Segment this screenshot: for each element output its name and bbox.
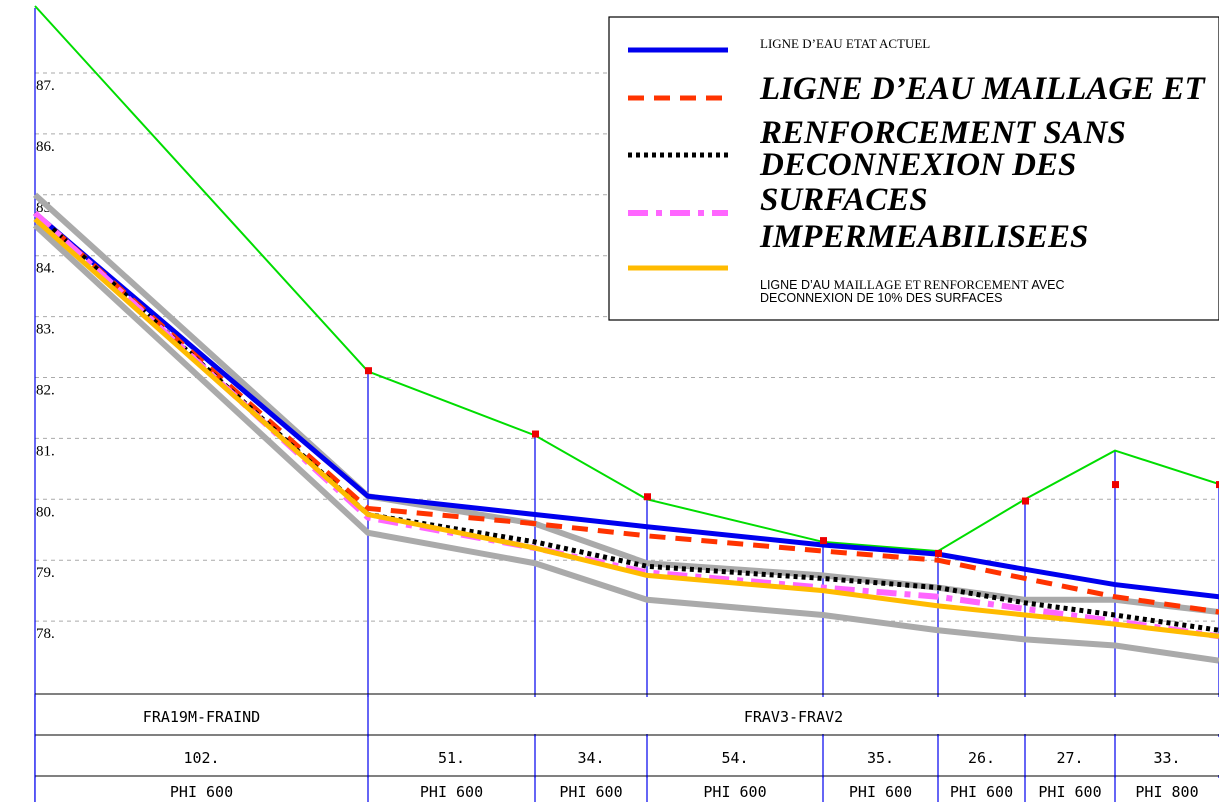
manhole-marker [1216, 481, 1219, 489]
pipe-envelope-top [32, 192, 1219, 615]
legend-big-line-4: SURFACES [760, 182, 928, 218]
segment-label: FRAV3-FRAV2 [744, 708, 843, 726]
manhole-marker [1022, 497, 1029, 505]
series-line-2 [33, 211, 1219, 615]
manhole-marker [365, 367, 372, 375]
legend-label-deconnexion-line1: LIGNE D’AU MAILLAGE ET RENFORCEMENT AVEC [760, 277, 1065, 292]
pipe-label: PHI 800 [1135, 783, 1198, 801]
pipe-label: PHI 600 [950, 783, 1013, 801]
y-tick-label: 87. [36, 78, 55, 94]
y-tick-label: 79. [36, 565, 55, 581]
pipe-label: PHI 600 [849, 783, 912, 801]
length-row-bg [35, 737, 1219, 775]
pipe-label: PHI 600 [170, 783, 233, 801]
length-label: 102. [183, 749, 219, 767]
pipe-label: PHI 600 [420, 783, 483, 801]
manhole-marker [1112, 481, 1119, 489]
length-label: 27. [1056, 749, 1083, 767]
water-lines [32, 210, 1219, 640]
y-tick-label: 86. [36, 139, 55, 155]
y-tick-label: 78. [36, 626, 55, 642]
length-label: 51. [438, 749, 465, 767]
segment-row-bg [35, 697, 1219, 734]
pipe-row-bg [35, 778, 1219, 802]
manhole-marker [644, 493, 651, 501]
length-label: 54. [721, 749, 748, 767]
legend-big-line-2: RENFORCEMENT SANS [759, 115, 1126, 151]
length-label: 26. [968, 749, 995, 767]
legend-big-line-1: LIGNE D’EAU MAILLAGE ET [759, 71, 1206, 107]
pipe-envelope [32, 192, 1219, 664]
length-label: 33. [1153, 749, 1180, 767]
legend-label-deconnexion-line2: DECONNEXION DE 10% DES SURFACES [760, 291, 1002, 305]
legend-big-line-5: IMPERMEABILISEES [759, 219, 1088, 255]
series-line-5 [33, 217, 1219, 639]
manhole-markers [365, 367, 1219, 557]
manhole-marker [820, 537, 827, 545]
legend-big-line-3: DECONNEXION DES [759, 147, 1076, 183]
pipe-label: PHI 600 [1038, 783, 1101, 801]
legend-label-actuel: LIGNE D’EAU ETAT ACTUEL [760, 36, 930, 51]
manhole-marker [935, 549, 942, 557]
y-tick-label: 82. [36, 383, 55, 399]
manhole-marker [532, 430, 539, 438]
legend: LIGNE D’EAU ETAT ACTUEL LIGNE D’EAU MAIL… [608, 16, 1219, 321]
series-line-1 [33, 211, 1219, 600]
y-tick-label: 83. [36, 322, 55, 338]
y-tick-label: 80. [36, 504, 55, 520]
y-tick-label: 81. [36, 443, 55, 459]
pipe-label: PHI 600 [559, 783, 622, 801]
length-label: 34. [577, 749, 604, 767]
segment-label: FRA19M-FRAIND [143, 708, 260, 726]
pipe-envelope-bottom [32, 223, 1219, 664]
length-label: 35. [867, 749, 894, 767]
y-tick-label: 84. [36, 261, 55, 277]
profile-table: FRA19M-FRAIND FRAV3-FRAV2 102. PHI 600 51. PH… [34, 693, 1219, 802]
pipe-label: PHI 600 [703, 783, 766, 801]
